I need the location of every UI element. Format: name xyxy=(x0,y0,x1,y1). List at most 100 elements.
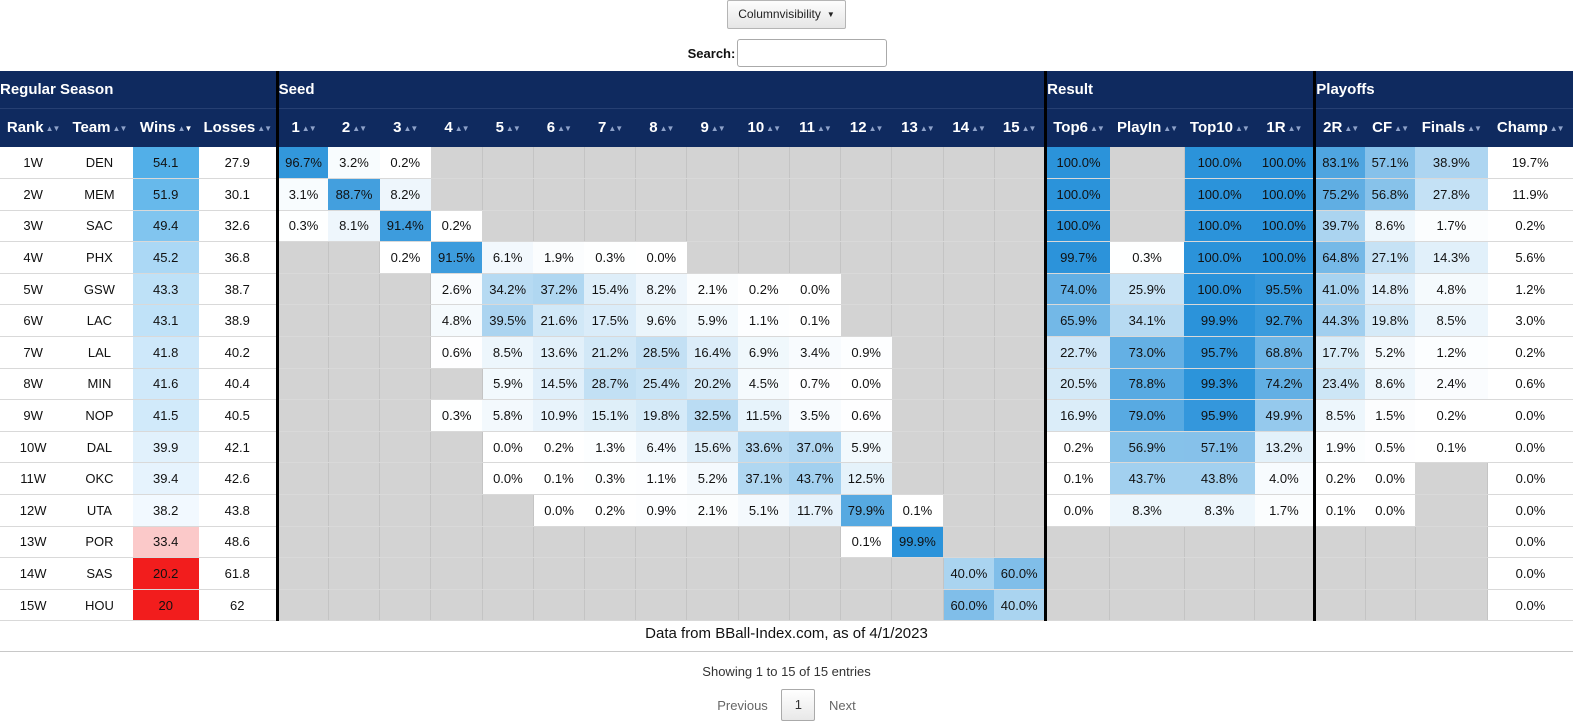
cell-9 xyxy=(686,589,739,622)
cell-14 xyxy=(943,178,995,211)
cell-7: 0.3% xyxy=(584,462,636,496)
column-header-champ[interactable]: Champ ▲▼ xyxy=(1487,108,1573,147)
column-header-label: Losses xyxy=(203,119,256,137)
cell-13 xyxy=(891,431,944,464)
column-header-3[interactable]: 3 ▲▼ xyxy=(379,108,431,147)
cell-cf: 8.6% xyxy=(1365,368,1416,401)
column-header-9[interactable]: 9 ▲▼ xyxy=(686,108,739,147)
cell-11 xyxy=(789,557,842,590)
cell-9: 2.1% xyxy=(686,494,739,527)
table-row: 6W LAC 43.1 38.9 4.8% 39.5% 21.6% 17.5% 9.6% 5.9%… xyxy=(0,304,1573,338)
previous-page-button[interactable]: Previous xyxy=(717,697,768,713)
cell-1 xyxy=(275,431,329,464)
column-header-finals[interactable]: Finals ▲▼ xyxy=(1415,108,1488,147)
column-header-6[interactable]: 6 ▲▼ xyxy=(533,108,585,147)
cell-finals: 2.4% xyxy=(1415,368,1488,401)
cell-1 xyxy=(275,336,329,369)
cell-team: UTA xyxy=(66,494,133,527)
column-header-14[interactable]: 14 ▲▼ xyxy=(943,108,995,147)
cell-cf: 5.2% xyxy=(1365,336,1416,369)
cell-top6: 20.5% xyxy=(1044,368,1110,401)
column-header-label: 10 xyxy=(747,119,765,137)
cell-1r: 13.2% xyxy=(1254,431,1315,464)
column-header-4[interactable]: 4 ▲▼ xyxy=(430,108,483,147)
column-header-10[interactable]: 10 ▲▼ xyxy=(738,108,790,147)
column-header-1[interactable]: 1 ▲▼ xyxy=(275,108,329,147)
column-header-wins[interactable]: Wins ▲▼ xyxy=(132,108,199,147)
cell-top10: 100.0% xyxy=(1184,241,1255,274)
cell-top10: 8.3% xyxy=(1184,494,1255,527)
cell-finals: 1.7% xyxy=(1415,210,1488,243)
cell-rank: 5W xyxy=(0,273,67,306)
column-header-7[interactable]: 7 ▲▼ xyxy=(584,108,636,147)
sort-icon: ▲▼ xyxy=(1467,124,1482,134)
cell-9 xyxy=(686,241,739,274)
cell-3: 91.4% xyxy=(379,210,431,243)
cell-5 xyxy=(482,526,534,559)
cell-13 xyxy=(891,462,944,496)
cell-losses: 62 xyxy=(198,589,278,622)
group-regular-season: Regular Season xyxy=(0,71,278,109)
cell-top6: 0.1% xyxy=(1044,462,1110,496)
column-header-12[interactable]: 12 ▲▼ xyxy=(840,108,892,147)
cell-2 xyxy=(328,304,381,338)
cell-champ: 11.9% xyxy=(1487,178,1573,211)
cell-11 xyxy=(789,178,842,211)
page-1-button[interactable]: 1 xyxy=(781,689,816,721)
column-header-rank[interactable]: Rank ▲▼ xyxy=(0,108,67,147)
column-header-top10[interactable]: Top10 ▲▼ xyxy=(1184,108,1255,147)
cell-team: SAS xyxy=(66,557,133,590)
cell-14 xyxy=(943,273,995,306)
sort-icon: ▲▼ xyxy=(1234,124,1250,134)
cell-3 xyxy=(379,526,432,559)
table-row: 7W LAL 41.8 40.2 0.6% 8.5% 13.6% 21.2% 28.5% 16.4… xyxy=(0,336,1573,369)
table-caption: Data from BBall-Index.com, as of 4/1/202… xyxy=(645,625,928,642)
cell-finals: 38.9% xyxy=(1415,147,1488,180)
column-header-top6[interactable]: Top6 ▲▼ xyxy=(1044,108,1110,147)
cell-playin xyxy=(1109,210,1185,243)
cell-cf xyxy=(1365,557,1416,590)
column-header-11[interactable]: 11 ▲▼ xyxy=(789,108,841,147)
cell-1r: 100.0% xyxy=(1254,147,1315,180)
column-header-team[interactable]: Team ▲▼ xyxy=(66,108,133,147)
column-header-2[interactable]: 2 ▲▼ xyxy=(328,108,380,147)
cell-3 xyxy=(379,399,432,432)
cell-losses: 27.9 xyxy=(198,147,278,180)
cell-top6: 100.0% xyxy=(1044,147,1110,180)
cell-team: LAC xyxy=(66,304,133,338)
cell-5: 6.1% xyxy=(482,241,534,274)
column-header-playin[interactable]: PlayIn ▲▼ xyxy=(1109,108,1185,147)
cell-2r: 41.0% xyxy=(1313,273,1365,306)
column-header-15[interactable]: 15 ▲▼ xyxy=(994,108,1046,147)
cell-cf: 0.0% xyxy=(1365,494,1416,527)
group-result: Result xyxy=(1044,71,1315,109)
cell-10 xyxy=(738,589,790,622)
cell-rank: 3W xyxy=(0,210,67,243)
cell-7 xyxy=(584,526,637,559)
column-header-5[interactable]: 5 ▲▼ xyxy=(482,108,534,147)
sort-icon: ▲▼ xyxy=(454,124,470,134)
cell-top10: 100.0% xyxy=(1184,147,1255,180)
table-row: 14W SAS 20.2 61.8 40.0% 60.0% 0.0% xyxy=(0,557,1573,590)
column-header-8[interactable]: 8 ▲▼ xyxy=(635,108,687,147)
column-header-13[interactable]: 13 ▲▼ xyxy=(891,108,944,147)
column-header-2r[interactable]: 2R ▲▼ xyxy=(1313,108,1365,147)
column-header-cf[interactable]: CF ▲▼ xyxy=(1365,108,1416,147)
cell-champ: 0.2% xyxy=(1487,210,1573,243)
cell-team: MEM xyxy=(66,178,133,211)
cell-10 xyxy=(738,147,790,180)
cell-7 xyxy=(584,589,637,622)
cell-6: 0.2% xyxy=(533,431,585,464)
column-visibility-button[interactable]: Columnvisibility ▼ xyxy=(727,0,846,29)
cell-9 xyxy=(686,178,739,211)
cell-7 xyxy=(584,178,637,211)
cell-2r: 44.3% xyxy=(1313,304,1365,338)
column-header-1r[interactable]: 1R ▲▼ xyxy=(1254,108,1315,147)
column-header-losses[interactable]: Losses ▲▼ xyxy=(198,108,278,147)
next-page-button[interactable]: Next xyxy=(829,697,856,713)
cell-12 xyxy=(840,273,893,306)
search-input[interactable] xyxy=(737,39,888,67)
cell-top6: 16.9% xyxy=(1044,399,1110,432)
column-header-label: 5 xyxy=(495,119,504,137)
cell-2r: 17.7% xyxy=(1313,336,1365,369)
